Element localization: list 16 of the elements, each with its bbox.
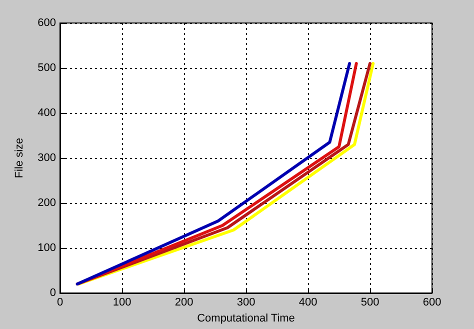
- y-axis-title: File size: [14, 138, 26, 178]
- x-tick-label: 200: [174, 296, 194, 308]
- x-tick-label: 500: [360, 296, 380, 308]
- x-tick-label: 600: [422, 296, 442, 308]
- x-tick-label: 0: [56, 296, 64, 308]
- x-tick-label: 100: [112, 296, 132, 308]
- x-axis-title: Computational Time: [197, 312, 295, 324]
- y-tick-label: 0: [50, 287, 56, 299]
- x-tick-label: 300: [236, 296, 256, 308]
- y-tick-label: 400: [38, 107, 56, 119]
- y-tick-label: 300: [38, 152, 56, 164]
- y-tick-label: 100: [38, 242, 56, 254]
- y-tick-label: 600: [38, 17, 56, 29]
- y-tick-label: 500: [38, 62, 56, 74]
- y-tick-label: 200: [38, 197, 56, 209]
- x-tick-label: 400: [298, 296, 318, 308]
